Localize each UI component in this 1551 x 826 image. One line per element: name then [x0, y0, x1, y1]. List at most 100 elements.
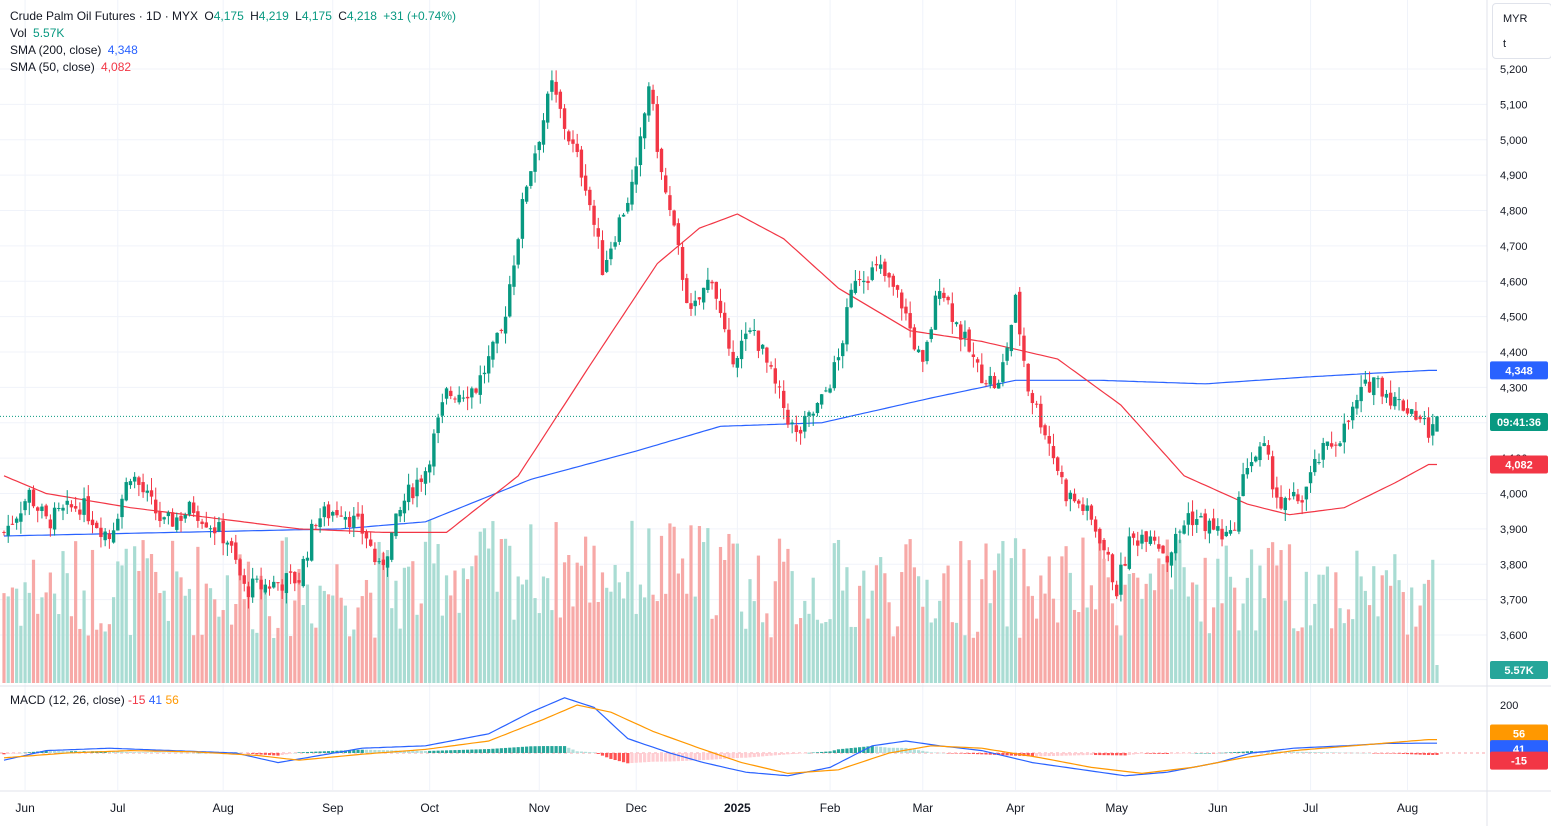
- candle-body: [90, 519, 95, 526]
- macd-histogram-bar: [714, 753, 718, 760]
- volume-bar: [1435, 665, 1439, 683]
- macd-legend[interactable]: MACD (12, 26, close) -15 41 56: [10, 693, 179, 707]
- volume-bar: [111, 597, 116, 683]
- time-tick-label: Apr: [1006, 801, 1025, 815]
- macd-histogram-bar: [541, 746, 546, 753]
- macd-histogram-bar: [638, 753, 643, 763]
- candle-body: [883, 261, 887, 277]
- candle-body: [760, 344, 765, 349]
- candle-body: [685, 278, 689, 304]
- macd-histogram-bar: [1182, 753, 1186, 754]
- candle-body: [1308, 472, 1313, 484]
- macd-histogram-bar: [921, 750, 925, 753]
- candle-body: [908, 313, 912, 329]
- volume-bar: [680, 558, 685, 683]
- macd-histogram-bar: [946, 753, 950, 754]
- macd-histogram-bar: [655, 753, 659, 762]
- macd-histogram-bar: [1405, 753, 1410, 755]
- sma50-legend[interactable]: SMA (50, close) 4,082: [10, 60, 134, 74]
- volume-bar: [301, 605, 305, 683]
- volume-bar: [1186, 596, 1190, 683]
- volume-bar: [537, 613, 541, 683]
- volume-bar: [19, 625, 23, 683]
- candle-body: [571, 139, 575, 144]
- price-tick-label: 4,500: [1500, 312, 1528, 324]
- candle-body: [1127, 536, 1132, 569]
- volume-bar: [377, 541, 381, 683]
- macd-histogram-bar: [27, 752, 31, 753]
- candle-body: [811, 413, 815, 416]
- currency-label: MYR: [1503, 13, 1528, 25]
- candle-body: [693, 300, 697, 307]
- candle-body: [579, 149, 584, 178]
- candle-body: [1136, 540, 1140, 546]
- macd-histogram-bar: [415, 750, 419, 753]
- candle-body: [689, 303, 693, 309]
- volume-bar: [1241, 603, 1245, 683]
- volume-bar: [339, 597, 343, 683]
- volume-bar: [432, 563, 436, 683]
- candle-body: [975, 359, 980, 363]
- candle-body: [1119, 564, 1123, 595]
- volume-bar: [1018, 637, 1022, 683]
- candle-body: [1388, 392, 1393, 406]
- candle-body: [495, 332, 499, 344]
- volume-bar: [1321, 574, 1325, 683]
- volume-bar: [963, 635, 967, 683]
- macd-histogram-bar: [141, 752, 145, 753]
- candle-body: [19, 513, 23, 522]
- volume-badge: 5.57K: [1504, 665, 1533, 677]
- macd-histogram-bar: [1321, 752, 1325, 753]
- candle-body: [1372, 377, 1376, 396]
- volume-bar: [1009, 558, 1013, 683]
- sma200-price-badge: 4,348: [1505, 365, 1533, 377]
- volume-bar: [790, 571, 794, 683]
- open-label: O: [204, 9, 214, 23]
- candle-body: [1039, 403, 1043, 428]
- sma200-legend[interactable]: SMA (200, close) 4,348: [10, 43, 141, 57]
- volume-bar: [984, 543, 988, 683]
- macd-histogram-bar: [752, 753, 756, 758]
- volume-bar: [1013, 538, 1018, 683]
- volume-bar: [811, 577, 815, 683]
- macd-histogram-bar: [1275, 751, 1279, 753]
- macd-histogram-bar: [1186, 753, 1190, 754]
- candle-body: [204, 522, 209, 528]
- candle-body: [790, 422, 794, 424]
- macd-histogram-bar: [706, 753, 710, 760]
- volume-bar: [685, 593, 689, 683]
- macd-histogram-bar: [259, 753, 263, 755]
- candle-body: [1051, 446, 1056, 459]
- macd-histogram-bar: [874, 746, 879, 753]
- candle-body: [959, 324, 963, 340]
- currency-unit-selector[interactable]: MYR t: [1492, 3, 1551, 59]
- volume-legend[interactable]: Vol 5.57K: [10, 26, 67, 40]
- candle-body: [503, 316, 508, 334]
- candle-body: [1081, 504, 1085, 511]
- candle-body: [1376, 378, 1380, 380]
- candle-body: [668, 195, 672, 210]
- macd-histogram-bar: [975, 753, 980, 755]
- macd-histogram-bar: [495, 748, 499, 753]
- macd-histogram-bar: [360, 749, 364, 753]
- volume-bar: [643, 597, 647, 683]
- volume-bar: [86, 635, 90, 683]
- candle-body: [1157, 544, 1161, 549]
- volume-bar: [335, 564, 339, 683]
- candle-body: [276, 582, 280, 584]
- macd-histogram-bar: [170, 752, 175, 754]
- candle-body: [1317, 462, 1321, 464]
- candle-body: [1211, 518, 1216, 530]
- candle-body: [824, 390, 828, 392]
- macd-histogram-bar: [348, 750, 352, 753]
- candle-body: [1207, 520, 1212, 534]
- candle-body: [942, 292, 946, 299]
- candle-body: [1346, 420, 1351, 422]
- volume-bar: [1072, 609, 1077, 683]
- volume-bar: [525, 579, 529, 683]
- candle-body: [545, 93, 550, 123]
- macd-tick-label: 200: [1500, 700, 1518, 712]
- volume-bar: [364, 579, 369, 683]
- candle-body: [255, 578, 259, 580]
